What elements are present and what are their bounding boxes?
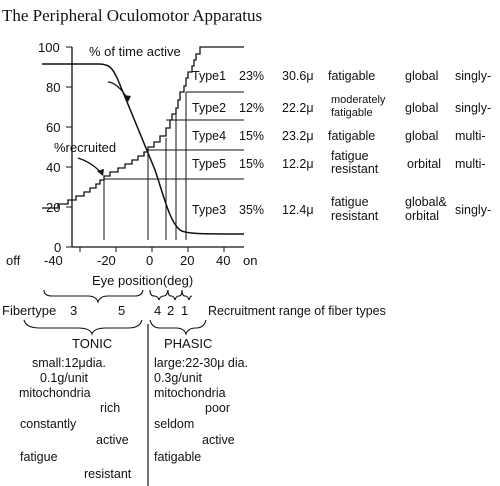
svg-text:12.2μ: 12.2μ <box>282 157 314 171</box>
fiber-type-row: Type4 15% 23.2μ fatigable global multi- <box>192 129 486 143</box>
fiber-type-row: Type3 35% 12.4μ fatigue resistant global… <box>192 195 491 223</box>
x-tick-label: 0 <box>146 253 153 268</box>
x-tick-label: -40 <box>44 253 63 268</box>
x-tick-label: 20 <box>180 253 194 268</box>
fiber-type-row: Type1 23% 30.6μ fatigable global singly- <box>192 69 491 83</box>
tonic-line: mitochondria <box>19 386 91 400</box>
recruited-staircase <box>42 46 244 209</box>
phasic-line: fatigable <box>154 450 201 464</box>
phasic-line: 0.3g/unit <box>154 371 202 385</box>
svg-text:15%: 15% <box>239 157 264 171</box>
figure-title: The Peripheral Oculomotor Apparatus <box>2 6 262 25</box>
recruitment-caption: Recruitment range of fiber types <box>208 304 386 318</box>
svg-text:fatigue: fatigue <box>331 149 369 163</box>
time-active-arrowhead <box>124 95 131 102</box>
fibertype-number: 4 <box>154 303 161 318</box>
phasic-line: seldom <box>154 417 194 431</box>
y-tick-label: 0 <box>54 240 61 255</box>
svg-text:resistant: resistant <box>331 162 379 176</box>
fibertype-number: 2 <box>167 303 174 318</box>
tonic-phasic-braces <box>23 319 207 336</box>
svg-text:Type4: Type4 <box>192 129 226 143</box>
phasic-line: mitochondria <box>154 386 226 400</box>
phasic-line: active <box>202 433 235 447</box>
svg-text:fatigable: fatigable <box>328 129 375 143</box>
svg-text:multi-: multi- <box>455 157 486 171</box>
y-tick-label: 40 <box>46 160 60 175</box>
x-end-label-off: off <box>6 253 21 268</box>
y-tick-label: 80 <box>46 80 60 95</box>
phasic-line: poor <box>205 401 230 415</box>
svg-text:multi-: multi- <box>455 129 486 143</box>
tonic-line: active <box>96 433 129 447</box>
y-tick-label: 60 <box>46 120 60 135</box>
tonic-line: small:12μdia. <box>32 356 106 370</box>
time-active-label: % of time active <box>89 44 181 59</box>
svg-text:global: global <box>405 69 438 83</box>
y-tick-marks <box>66 46 72 248</box>
tonic-line: rich <box>100 401 120 415</box>
fiber-type-row: Type5 15% 12.2μ fatigue resistant orbita… <box>192 149 486 176</box>
svg-text:orbital: orbital <box>405 209 439 223</box>
svg-text:singly-: singly- <box>455 101 491 115</box>
x-end-label-on: on <box>243 253 257 268</box>
y-tick-label: 100 <box>38 40 60 55</box>
x-tick-label: 40 <box>216 253 230 268</box>
tonic-line: resistant <box>84 467 132 481</box>
svg-text:Type1: Type1 <box>192 69 226 83</box>
recruited-arrowhead <box>97 169 104 176</box>
fibertype-number: 3 <box>70 303 77 318</box>
phasic-heading: PHASIC <box>164 336 212 351</box>
svg-text:global: global <box>405 101 438 115</box>
recruitment-braces <box>43 289 193 304</box>
svg-text:resistant: resistant <box>331 209 379 223</box>
svg-text:35%: 35% <box>239 203 264 217</box>
svg-text:fatigue: fatigue <box>331 195 369 209</box>
svg-text:23.2μ: 23.2μ <box>282 129 314 143</box>
svg-text:fatigable: fatigable <box>331 107 373 119</box>
tonic-line: constantly <box>20 417 77 431</box>
fibertype-number: 1 <box>181 303 188 318</box>
svg-text:global&: global& <box>405 195 447 209</box>
svg-text:fatigable: fatigable <box>328 69 375 83</box>
svg-text:singly-: singly- <box>455 203 491 217</box>
recruited-label: %recruited <box>54 140 116 155</box>
x-tick-label: -20 <box>97 253 116 268</box>
svg-text:15%: 15% <box>239 129 264 143</box>
fibertype-label: Fibertype <box>2 303 56 318</box>
svg-text:moderately: moderately <box>331 94 386 106</box>
svg-text:23%: 23% <box>239 69 264 83</box>
svg-text:22.2μ: 22.2μ <box>282 101 314 115</box>
x-axis-label: Eye position(deg) <box>92 273 193 288</box>
svg-text:orbital: orbital <box>407 157 441 171</box>
tonic-line: fatigue <box>20 450 58 464</box>
svg-text:Type3: Type3 <box>192 203 226 217</box>
recruitment-threshold-lines <box>103 91 244 240</box>
svg-text:Type2: Type2 <box>192 101 226 115</box>
svg-text:12%: 12% <box>239 101 264 115</box>
tonic-line: 0.1g/unit <box>40 371 88 385</box>
x-tick-marks <box>79 247 225 252</box>
svg-text:Type5: Type5 <box>192 157 226 171</box>
svg-text:30.6μ: 30.6μ <box>282 69 314 83</box>
tonic-heading: TONIC <box>72 336 112 351</box>
fiber-type-row: Type2 12% 22.2μ moderately fatigable glo… <box>192 94 491 119</box>
fibertype-number: 5 <box>118 303 125 318</box>
svg-text:global: global <box>405 129 438 143</box>
svg-text:singly-: singly- <box>455 69 491 83</box>
svg-text:12.4μ: 12.4μ <box>282 203 314 217</box>
phasic-line: large:22-30μ dia. <box>154 356 248 370</box>
